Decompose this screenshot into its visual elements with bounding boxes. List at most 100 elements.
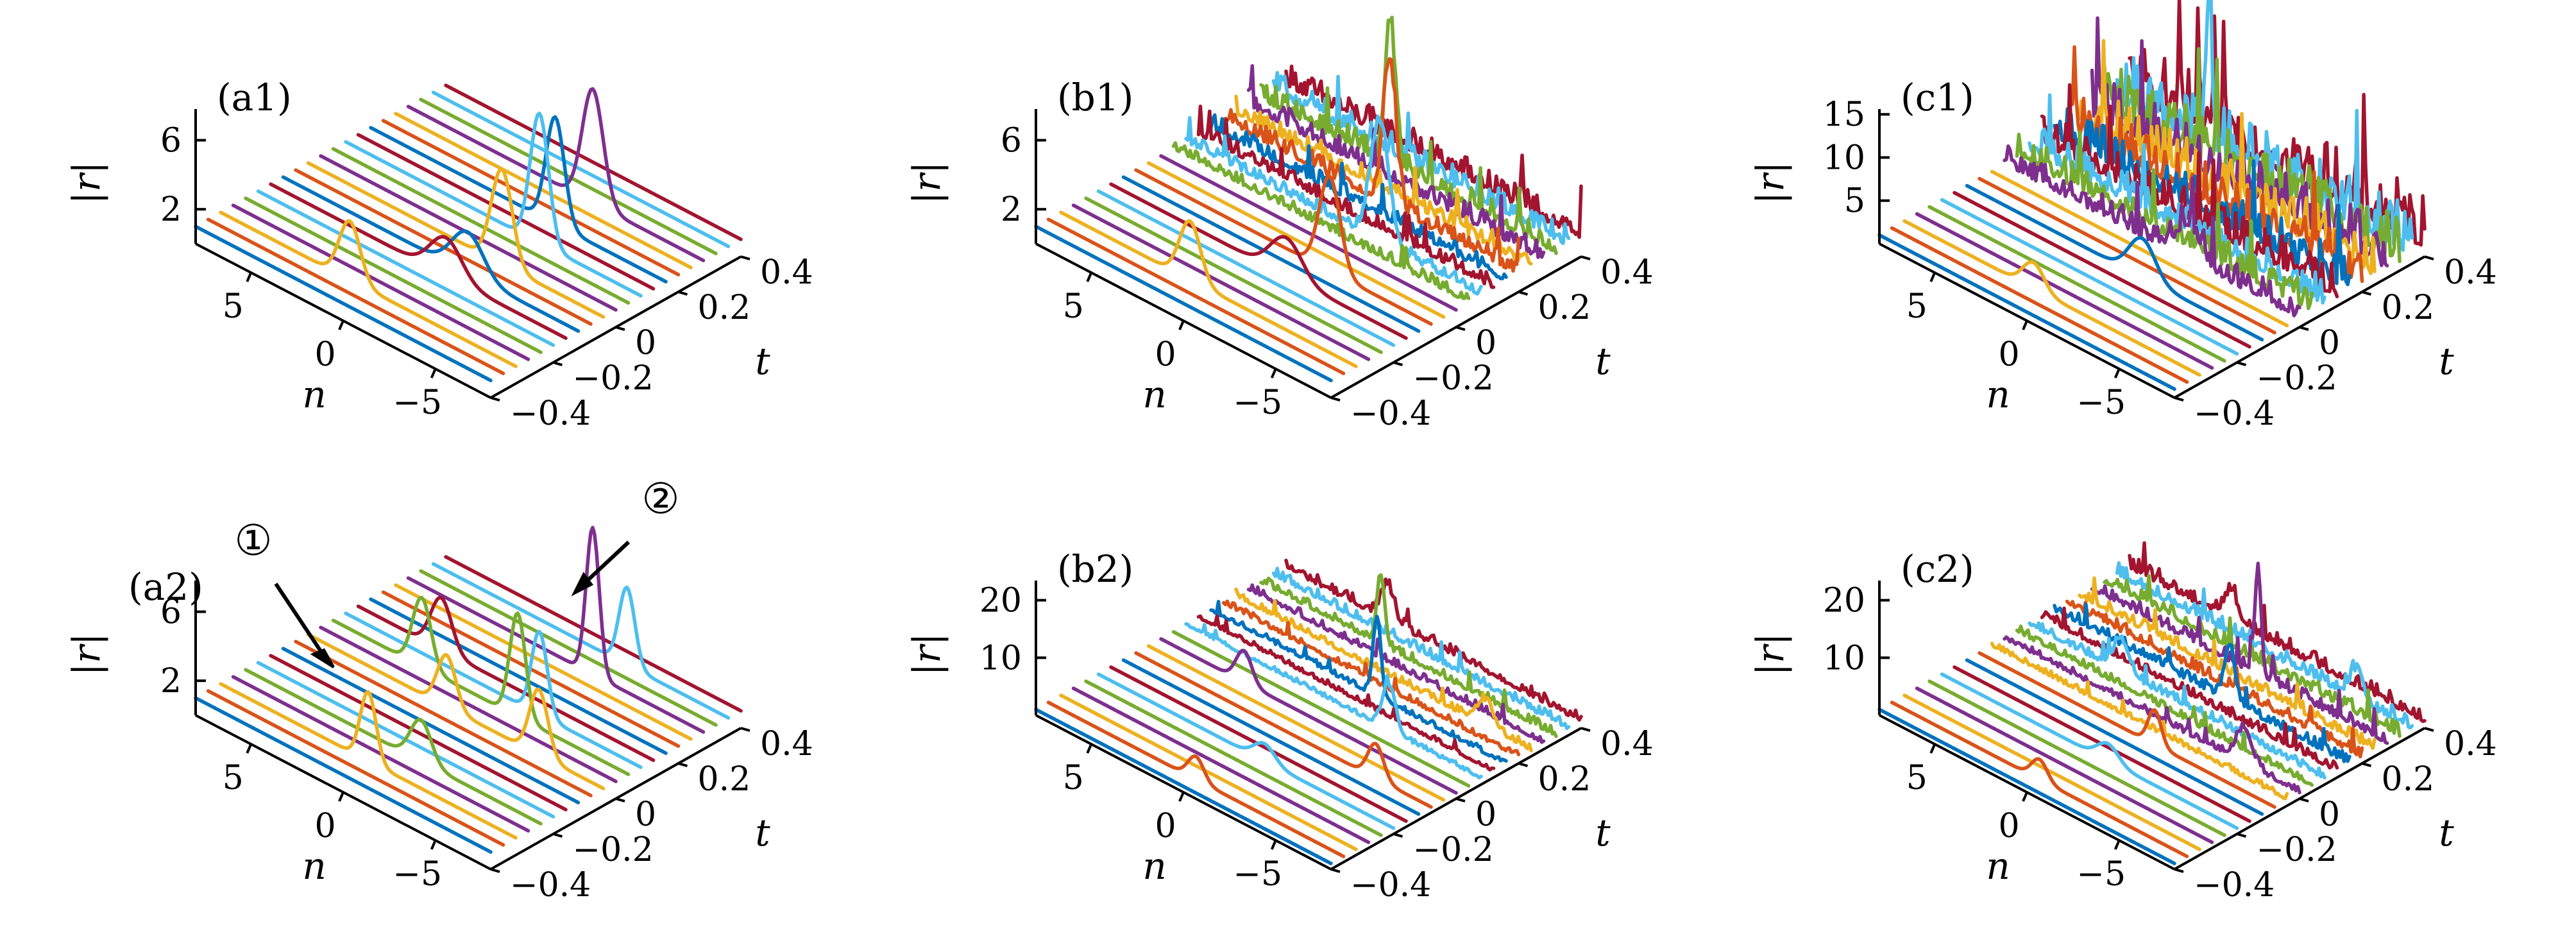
t-tick-label: 0.2 xyxy=(2382,289,2435,327)
t-tick-label: −0.4 xyxy=(2194,395,2275,433)
series-line xyxy=(1096,189,1396,347)
n-axis-label: n xyxy=(302,373,326,416)
series-line xyxy=(1146,161,1446,319)
t-tick xyxy=(2236,833,2247,838)
series-line xyxy=(1146,644,1446,802)
t-axis-label: t xyxy=(2439,339,2454,383)
n-tick xyxy=(1270,840,1277,850)
series-line xyxy=(1071,686,1371,844)
panel-label: (a2) xyxy=(128,565,203,609)
series-line xyxy=(369,115,668,284)
t-tick xyxy=(2424,727,2434,732)
series-line xyxy=(1259,573,1558,738)
series-line xyxy=(444,83,743,241)
t-axis-label: t xyxy=(755,811,770,854)
n-tick xyxy=(430,368,437,378)
series-line xyxy=(356,133,656,291)
z-tick-label: 2 xyxy=(160,191,182,229)
z-tick-label: 6 xyxy=(160,122,182,160)
series-line xyxy=(1171,141,1471,300)
series-line xyxy=(1046,701,1346,858)
t-tick-label: −0.4 xyxy=(2194,866,2275,905)
series-line xyxy=(2103,573,2402,738)
series-line xyxy=(1890,701,2189,858)
t-axis-label: t xyxy=(1595,811,1611,854)
t-tick xyxy=(1518,291,1529,296)
series-line xyxy=(2078,576,2377,751)
series-line xyxy=(281,647,580,804)
t-tick xyxy=(1455,797,1466,803)
series-line xyxy=(281,175,580,333)
series-line xyxy=(206,217,505,375)
t-tick xyxy=(552,361,563,366)
series-line xyxy=(1902,219,2201,377)
t-tick-label: 0.2 xyxy=(1538,289,1591,327)
series-line xyxy=(1134,168,1433,326)
n-tick xyxy=(1929,743,1936,754)
series-line xyxy=(1978,651,2276,809)
series-line xyxy=(394,583,693,741)
series-line xyxy=(1134,651,1433,809)
t-tick-label: 0.4 xyxy=(1600,253,1654,292)
t-tick-label: −0.2 xyxy=(2257,359,2337,398)
series-line xyxy=(1159,154,1458,312)
series-line xyxy=(1915,686,2214,844)
t-tick-label: 0.2 xyxy=(698,289,751,327)
n-tick xyxy=(2114,840,2121,850)
series-line xyxy=(369,597,668,755)
series-line xyxy=(219,210,518,368)
z-tick-label: 10 xyxy=(1823,639,1865,677)
z-tick-label: 6 xyxy=(160,593,182,632)
n-tick-label: 0 xyxy=(1998,336,2019,374)
n-tick-label: −5 xyxy=(2076,855,2126,894)
n-tick-label: 5 xyxy=(1906,287,1928,326)
n-tick xyxy=(1270,368,1277,378)
series-line xyxy=(1071,203,1371,361)
t-tick-label: 0.4 xyxy=(1600,725,1654,763)
n-tick-label: −5 xyxy=(393,855,442,894)
series-line xyxy=(1096,672,1396,830)
series-line xyxy=(206,689,505,847)
n-tick-label: 5 xyxy=(223,759,244,797)
series-line xyxy=(1965,183,2264,342)
t-tick-label: 0 xyxy=(2319,795,2340,834)
series-line xyxy=(1184,114,1483,296)
series-line xyxy=(1259,15,1558,255)
t-tick xyxy=(677,291,688,296)
z-tick-label: 10 xyxy=(979,639,1022,677)
t-tick-label: 0.4 xyxy=(2444,253,2497,292)
series-line xyxy=(194,225,493,382)
t-tick-label: −0.2 xyxy=(1413,359,1494,398)
t-tick xyxy=(2299,797,2309,803)
series-line xyxy=(344,112,643,298)
t-tick-label: 0.4 xyxy=(2444,725,2497,763)
t-tick xyxy=(2174,396,2184,402)
series-line xyxy=(1284,558,1583,722)
panel-label: (a1) xyxy=(217,76,292,119)
z-tick-label: 15 xyxy=(1823,96,1865,134)
n-tick xyxy=(246,272,253,282)
series-line xyxy=(2040,606,2339,770)
n-tick xyxy=(430,840,437,850)
t-tick-label: −0.2 xyxy=(1413,831,1494,869)
series-line xyxy=(244,668,543,826)
series-line xyxy=(1221,599,1521,756)
t-tick xyxy=(2361,291,2372,296)
t-tick xyxy=(1330,868,1341,873)
n-tick-label: −5 xyxy=(2076,384,2126,422)
series-line xyxy=(2015,624,2314,787)
series-line xyxy=(2028,621,2326,780)
t-tick xyxy=(2236,361,2247,366)
t-tick-label: 0 xyxy=(1475,795,1496,834)
t-tick xyxy=(1580,255,1591,260)
z-tick-label: 20 xyxy=(1823,582,1865,620)
t-tick xyxy=(2361,762,2372,767)
series-line xyxy=(1928,679,2226,837)
n-tick xyxy=(246,743,253,754)
n-tick xyxy=(1086,743,1093,754)
n-tick xyxy=(1178,320,1185,330)
